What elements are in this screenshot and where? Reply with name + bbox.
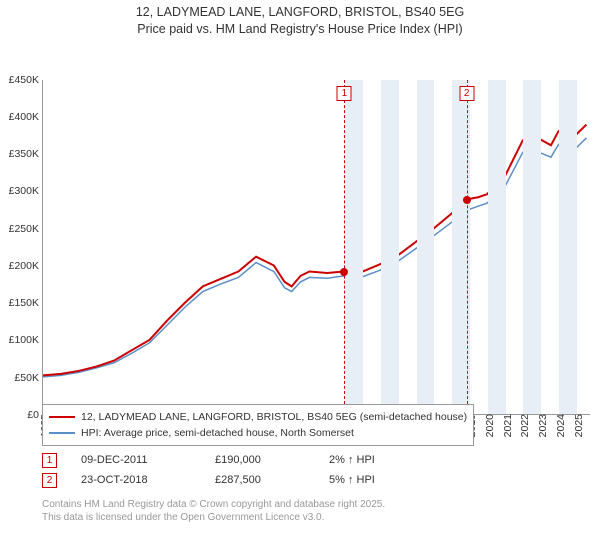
y-axis-tick-label: £0 [27,409,39,421]
sale-marker-line [344,80,345,414]
sale-price: £287,500 [215,474,305,486]
footer-line-1: Contains HM Land Registry data © Crown c… [42,498,385,511]
legend-row: 12, LADYMEAD LANE, LANGFORD, BRISTOL, BS… [49,409,467,425]
sale-row: 2 23-OCT-2018 £287,500 5% ↑ HPI [42,470,375,490]
y-axis-tick-label: £350K [9,148,39,160]
y-axis-tick-label: £250K [9,223,39,235]
sale-point-dot [463,196,471,204]
shaded-band [381,80,399,414]
y-axis-tick-label: £50K [14,372,39,384]
sale-marker-line [467,80,468,414]
chart-lines-svg [43,80,590,414]
x-axis-tick-label: 2021 [502,414,514,437]
sale-marker-badge: 2 [459,86,474,101]
y-axis-tick-label: £450K [9,74,39,86]
sale-marker-badge: 1 [337,86,352,101]
sale-point-dot [340,268,348,276]
footer-line-2: This data is licensed under the Open Gov… [42,511,385,524]
shaded-band [345,80,363,414]
title-line-1: 12, LADYMEAD LANE, LANGFORD, BRISTOL, BS… [0,4,600,21]
shaded-band [488,80,506,414]
legend-row: HPI: Average price, semi-detached house,… [49,425,467,441]
sales-table: 1 09-DEC-2011 £190,000 2% ↑ HPI 2 23-OCT-2018… [42,450,375,490]
sale-delta: 5% ↑ HPI [329,474,375,486]
x-axis-tick-label: 2025 [573,414,585,437]
legend-label: 12, LADYMEAD LANE, LANGFORD, BRISTOL, BS… [81,411,467,423]
sale-delta: 2% ↑ HPI [329,454,375,466]
plot-region: 12£0£50K£100K£150K£200K£250K£300K£350K£4… [42,80,590,415]
y-axis-tick-label: £150K [9,297,39,309]
sale-row-marker: 2 [42,473,57,488]
sale-date: 23-OCT-2018 [81,474,191,486]
shaded-band [417,80,435,414]
legend-swatch [49,432,75,434]
legend-swatch [49,416,75,418]
x-axis-tick-label: 2023 [537,414,549,437]
shaded-band [523,80,541,414]
legend-label: HPI: Average price, semi-detached house,… [81,427,354,439]
title-line-2: Price paid vs. HM Land Registry's House … [0,21,600,38]
legend-box: 12, LADYMEAD LANE, LANGFORD, BRISTOL, BS… [42,404,474,446]
footer-attribution: Contains HM Land Registry data © Crown c… [42,498,385,524]
sale-row: 1 09-DEC-2011 £190,000 2% ↑ HPI [42,450,375,470]
x-axis-tick-label: 2024 [555,414,567,437]
y-axis-tick-label: £400K [9,111,39,123]
chart-title-block: 12, LADYMEAD LANE, LANGFORD, BRISTOL, BS… [0,0,600,38]
shaded-band [559,80,577,414]
y-axis-tick-label: £100K [9,334,39,346]
sale-date: 09-DEC-2011 [81,454,191,466]
sale-row-marker: 1 [42,453,57,468]
x-axis-tick-label: 2022 [519,414,531,437]
y-axis-tick-label: £200K [9,260,39,272]
x-axis-tick-label: 2020 [484,414,496,437]
sale-price: £190,000 [215,454,305,466]
y-axis-tick-label: £300K [9,185,39,197]
